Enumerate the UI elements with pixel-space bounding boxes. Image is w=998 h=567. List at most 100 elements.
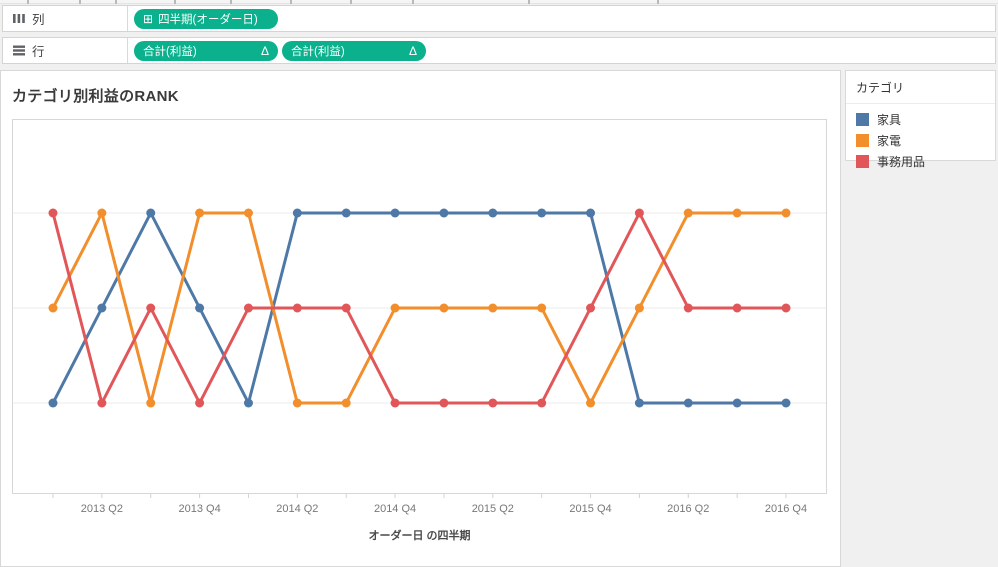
- toolbar-edge-mark: [79, 0, 81, 4]
- data-point-家具-2016 Q3[interactable]: [732, 398, 742, 408]
- table-calc-delta-icon[interactable]: Δ: [408, 43, 417, 58]
- data-point-事務用品-2015 Q4[interactable]: [586, 303, 596, 313]
- data-point-家電-2013 Q4[interactable]: [195, 208, 205, 218]
- legend-swatch-icon: [856, 113, 869, 126]
- data-point-家電-2015 Q2[interactable]: [488, 303, 498, 313]
- data-point-事務用品-2016 Q4[interactable]: [781, 303, 791, 313]
- legend-item-事務用品[interactable]: 事務用品: [856, 151, 995, 172]
- data-point-家具-2015 Q2[interactable]: [488, 208, 498, 218]
- rows-icon: [13, 45, 25, 56]
- columns-shelf[interactable]: 列 ⊞ 四半期(オーダー日): [2, 5, 996, 32]
- data-point-家電-2016 Q3[interactable]: [732, 208, 742, 218]
- data-point-家電-2014 Q1[interactable]: [243, 208, 253, 218]
- legend-items: 家具家電 事務用品: [846, 104, 995, 172]
- columns-shelf-label: 列: [32, 13, 45, 27]
- rows-shelf[interactable]: 行 合計(利益) Δ 合計(利益) Δ: [2, 37, 996, 64]
- rows-shelf-label: 行: [32, 45, 45, 59]
- sheet-title: カテゴリ別利益のRANK: [12, 88, 179, 105]
- data-point-事務用品-2013 Q2[interactable]: [97, 398, 107, 408]
- data-point-家具-2014 Q4[interactable]: [390, 208, 400, 218]
- columns-pill-area: ⊞ 四半期(オーダー日): [128, 8, 278, 29]
- data-point-家具-2015 Q3[interactable]: [537, 208, 547, 218]
- legend-title: カテゴリ: [846, 71, 995, 104]
- pill-quarter-order-date[interactable]: ⊞ 四半期(オーダー日): [134, 8, 278, 29]
- pill-label: 四半期(オーダー日): [158, 13, 258, 26]
- toolbar-edge-mark: [657, 0, 659, 4]
- toolbar-cropped-edge: [0, 0, 998, 4]
- data-point-家具-2016 Q4[interactable]: [781, 398, 791, 408]
- data-point-家具-2014 Q1[interactable]: [243, 398, 253, 408]
- data-point-家具-2016 Q2[interactable]: [683, 398, 693, 408]
- data-point-事務用品-2015 Q3[interactable]: [537, 398, 547, 408]
- data-point-家電-2014 Q4[interactable]: [390, 303, 400, 313]
- data-point-家電-2013 Q1[interactable]: [48, 303, 58, 313]
- data-point-事務用品-2014 Q3[interactable]: [341, 303, 351, 313]
- data-point-家具-2014 Q3[interactable]: [341, 208, 351, 218]
- plot-border: [12, 119, 827, 494]
- data-point-家電-2016 Q4[interactable]: [781, 208, 791, 218]
- columns-icon: [13, 13, 25, 24]
- data-point-家具-2015 Q4[interactable]: [586, 208, 596, 218]
- data-point-家電-2014 Q3[interactable]: [341, 398, 351, 408]
- data-point-事務用品-2015 Q1[interactable]: [439, 398, 449, 408]
- x-axis-label: 2016 Q4: [764, 503, 808, 515]
- data-point-家具-2013 Q4[interactable]: [195, 303, 205, 313]
- data-point-事務用品-2013 Q3[interactable]: [146, 303, 156, 313]
- legend-label: 家具: [877, 113, 902, 127]
- data-point-事務用品-2016 Q3[interactable]: [732, 303, 742, 313]
- toolbar-edge-mark: [528, 0, 530, 4]
- data-point-家電-2013 Q3[interactable]: [146, 398, 156, 408]
- x-axis-label: 2014 Q4: [373, 503, 417, 515]
- data-point-家電-2015 Q1[interactable]: [439, 303, 449, 313]
- x-axis-label: 2013 Q4: [178, 503, 221, 515]
- pill-label: 合計(利益): [291, 45, 345, 58]
- x-axis-label: 2015 Q4: [569, 503, 612, 515]
- expand-plus-icon[interactable]: ⊞: [143, 11, 154, 26]
- data-point-家具-2013 Q3[interactable]: [146, 208, 156, 218]
- series-line-事務用品[interactable]: [51, 211, 786, 405]
- data-point-家具-2015 Q1[interactable]: [439, 208, 449, 218]
- toolbar-edge-mark: [115, 0, 117, 4]
- toolbar-edge-mark: [174, 0, 176, 4]
- data-point-家電-2015 Q3[interactable]: [537, 303, 547, 313]
- pill-sum-profit-1[interactable]: 合計(利益) Δ: [134, 40, 278, 61]
- toolbar-edge-mark: [290, 0, 292, 4]
- data-point-事務用品-2014 Q2[interactable]: [292, 303, 302, 313]
- data-point-家具-2013 Q1[interactable]: [48, 398, 58, 408]
- data-point-事務用品-2013 Q4[interactable]: [195, 398, 205, 408]
- columns-shelf-header: 列: [3, 6, 128, 31]
- table-calc-delta-icon[interactable]: Δ: [260, 43, 269, 58]
- x-axis-label: 2014 Q2: [276, 503, 319, 515]
- data-point-家具-2013 Q2[interactable]: [97, 303, 107, 313]
- category-legend[interactable]: カテゴリ 家具家電 事務用品: [845, 70, 996, 169]
- toolbar-edge-mark: [27, 0, 29, 4]
- legend-item-家具[interactable]: 家具: [856, 109, 995, 130]
- data-point-事務用品-2016 Q1[interactable]: [634, 208, 644, 218]
- worksheet-card: [0, 70, 841, 567]
- rows-shelf-header: 行: [3, 38, 128, 63]
- x-axis-title: オーダー日 の四半期: [368, 530, 471, 542]
- data-point-事務用品-2013 Q1[interactable]: [48, 208, 58, 218]
- data-point-家具-2016 Q1[interactable]: [634, 398, 644, 408]
- x-axis-label: 2016 Q2: [667, 503, 710, 515]
- series-line-家具[interactable]: [51, 211, 786, 405]
- plot-area[interactable]: [12, 119, 827, 499]
- data-point-事務用品-2014 Q1[interactable]: [243, 303, 253, 313]
- data-point-家具-2014 Q2[interactable]: [292, 208, 302, 218]
- data-point-事務用品-2015 Q2[interactable]: [488, 398, 498, 408]
- rows-pill-area: 合計(利益) Δ 合計(利益) Δ: [128, 40, 426, 61]
- data-point-家電-2014 Q2[interactable]: [292, 398, 302, 408]
- data-point-家電-2013 Q2[interactable]: [97, 208, 107, 218]
- toolbar-edge-mark: [350, 0, 352, 4]
- data-point-家電-2016 Q2[interactable]: [683, 208, 693, 218]
- data-point-家電-2016 Q1[interactable]: [634, 303, 644, 313]
- toolbar-edge-mark: [230, 0, 232, 4]
- legend-swatch-icon: [856, 155, 869, 168]
- x-axis-label: 2013 Q2: [80, 503, 123, 515]
- data-point-事務用品-2014 Q4[interactable]: [390, 398, 400, 408]
- legend-item-家電[interactable]: 家電: [856, 130, 995, 151]
- data-point-事務用品-2016 Q2[interactable]: [683, 303, 693, 313]
- rank-line-chart[interactable]: [12, 119, 827, 499]
- data-point-家電-2015 Q4[interactable]: [586, 398, 596, 408]
- pill-sum-profit-2[interactable]: 合計(利益) Δ: [282, 40, 426, 61]
